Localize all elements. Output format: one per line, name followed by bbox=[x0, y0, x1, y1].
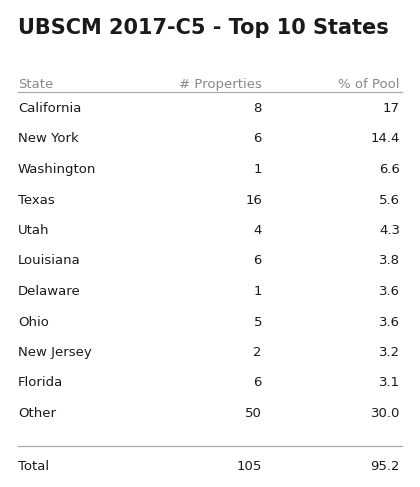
Text: 30.0: 30.0 bbox=[370, 407, 400, 420]
Text: 95.2: 95.2 bbox=[370, 460, 400, 472]
Text: 3.6: 3.6 bbox=[379, 285, 400, 298]
Text: 6: 6 bbox=[254, 255, 262, 267]
Text: UBSCM 2017-C5 - Top 10 States: UBSCM 2017-C5 - Top 10 States bbox=[18, 18, 389, 38]
Text: 6.6: 6.6 bbox=[379, 163, 400, 176]
Text: 6: 6 bbox=[254, 376, 262, 390]
Text: Texas: Texas bbox=[18, 193, 55, 206]
Text: 6: 6 bbox=[254, 132, 262, 146]
Text: 3.8: 3.8 bbox=[379, 255, 400, 267]
Text: 2: 2 bbox=[254, 346, 262, 359]
Text: 1: 1 bbox=[254, 163, 262, 176]
Text: 5.6: 5.6 bbox=[379, 193, 400, 206]
Text: 4: 4 bbox=[254, 224, 262, 237]
Text: 3.2: 3.2 bbox=[379, 346, 400, 359]
Text: Louisiana: Louisiana bbox=[18, 255, 81, 267]
Text: Washington: Washington bbox=[18, 163, 96, 176]
Text: New York: New York bbox=[18, 132, 79, 146]
Text: Utah: Utah bbox=[18, 224, 50, 237]
Text: State: State bbox=[18, 78, 53, 91]
Text: 105: 105 bbox=[236, 460, 262, 472]
Text: California: California bbox=[18, 102, 81, 115]
Text: Delaware: Delaware bbox=[18, 285, 81, 298]
Text: 4.3: 4.3 bbox=[379, 224, 400, 237]
Text: 16: 16 bbox=[245, 193, 262, 206]
Text: Other: Other bbox=[18, 407, 56, 420]
Text: 3.1: 3.1 bbox=[379, 376, 400, 390]
Text: 8: 8 bbox=[254, 102, 262, 115]
Text: 5: 5 bbox=[254, 316, 262, 329]
Text: 1: 1 bbox=[254, 285, 262, 298]
Text: Total: Total bbox=[18, 460, 49, 472]
Text: Florida: Florida bbox=[18, 376, 63, 390]
Text: 50: 50 bbox=[245, 407, 262, 420]
Text: New Jersey: New Jersey bbox=[18, 346, 92, 359]
Text: Ohio: Ohio bbox=[18, 316, 49, 329]
Text: # Properties: # Properties bbox=[179, 78, 262, 91]
Text: 17: 17 bbox=[383, 102, 400, 115]
Text: 3.6: 3.6 bbox=[379, 316, 400, 329]
Text: % of Pool: % of Pool bbox=[339, 78, 400, 91]
Text: 14.4: 14.4 bbox=[370, 132, 400, 146]
